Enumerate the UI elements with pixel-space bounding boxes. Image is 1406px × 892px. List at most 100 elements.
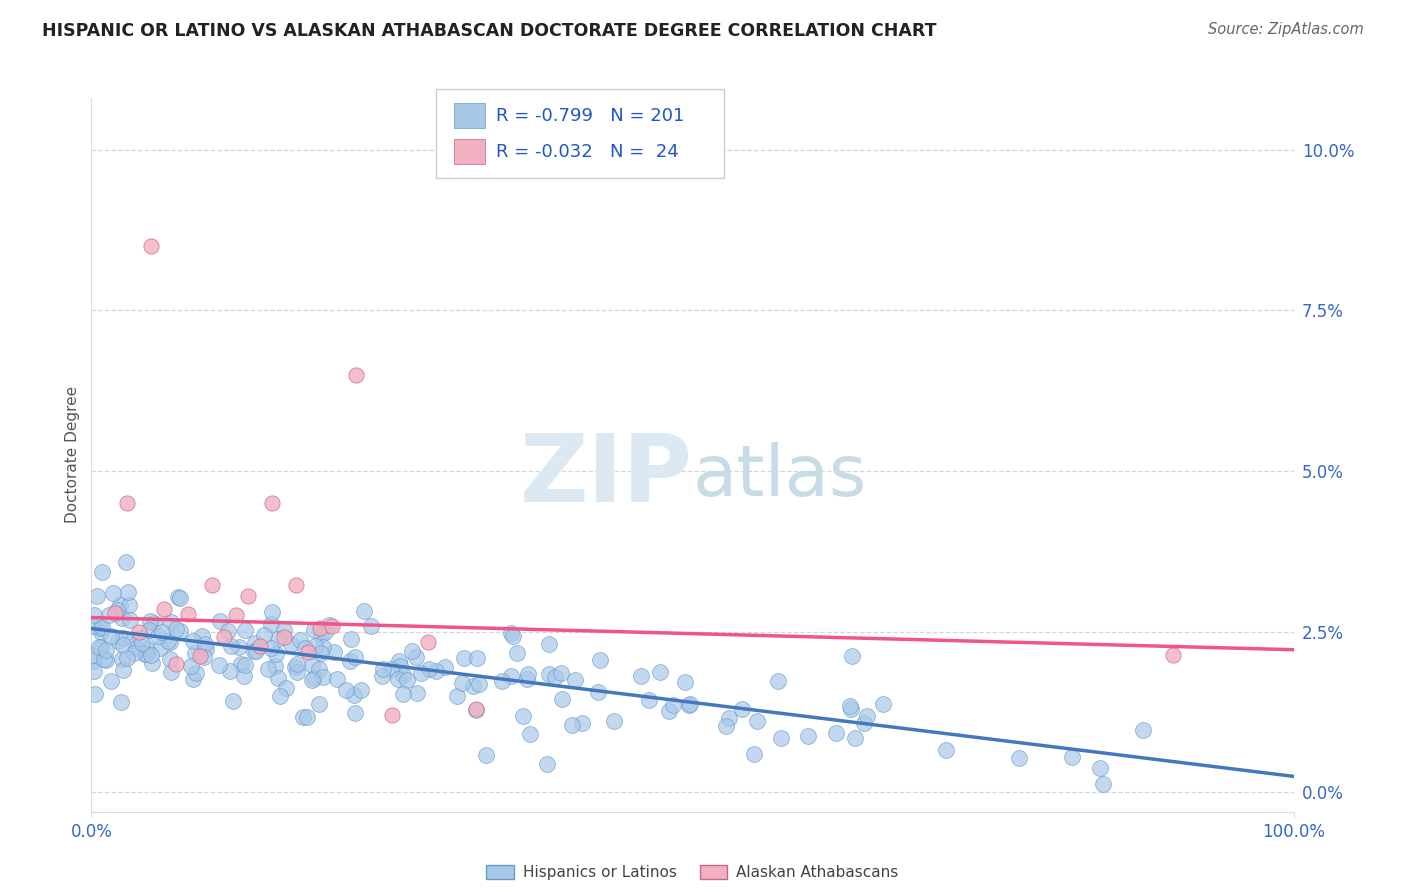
Point	[236, 589, 259, 603]
Point	[94, 642, 117, 657]
Point	[142, 615, 165, 630]
Point	[446, 689, 468, 703]
Point	[312, 640, 335, 655]
Point	[117, 584, 139, 599]
Point	[152, 602, 174, 616]
Point	[451, 676, 474, 690]
Point	[309, 646, 332, 660]
Point	[453, 650, 475, 665]
Point	[301, 673, 323, 687]
Point	[80, 619, 103, 633]
Point	[111, 631, 134, 645]
Point	[180, 659, 202, 673]
Point	[253, 628, 276, 642]
Point	[262, 605, 284, 619]
Point	[853, 716, 876, 731]
Point	[536, 756, 558, 771]
Point	[229, 657, 252, 672]
Point	[225, 607, 247, 622]
Point	[308, 662, 330, 676]
Point	[371, 662, 394, 676]
Point	[233, 657, 256, 672]
Point	[159, 665, 181, 680]
Point	[112, 663, 135, 677]
Point	[284, 578, 307, 592]
Point	[405, 649, 427, 664]
Point	[648, 665, 671, 680]
Point	[157, 633, 180, 648]
Point	[465, 702, 488, 716]
Point	[141, 648, 163, 663]
Point	[89, 621, 111, 635]
Point	[339, 654, 361, 668]
Point	[243, 636, 266, 650]
Point	[499, 625, 522, 640]
Point	[745, 714, 768, 728]
Point	[141, 656, 163, 670]
Legend: Hispanics or Latinos, Alaskan Athabascans: Hispanics or Latinos, Alaskan Athabascan…	[481, 858, 904, 886]
Point	[1007, 751, 1029, 765]
Point	[564, 673, 586, 688]
Point	[872, 697, 894, 711]
Point	[194, 642, 217, 657]
Point	[409, 665, 432, 680]
Point	[107, 634, 129, 648]
Point	[193, 650, 215, 665]
Point	[769, 731, 792, 745]
Point	[433, 660, 456, 674]
Point	[796, 729, 818, 743]
Point	[839, 701, 862, 715]
Point	[662, 698, 685, 712]
Point	[550, 666, 572, 681]
Point	[308, 621, 330, 635]
Point	[82, 648, 104, 662]
Point	[111, 652, 134, 666]
Point	[169, 591, 191, 605]
Point	[314, 625, 336, 640]
Point	[380, 662, 402, 676]
Point	[387, 673, 409, 687]
Point	[90, 625, 112, 640]
Point	[141, 239, 163, 253]
Point	[464, 703, 486, 717]
Point	[586, 685, 609, 699]
Point	[673, 675, 696, 690]
Point	[110, 695, 132, 709]
Point	[169, 624, 191, 639]
Point	[98, 607, 121, 622]
Point	[630, 669, 652, 683]
Point	[233, 668, 256, 682]
Point	[856, 709, 879, 723]
Point	[86, 589, 108, 603]
Point	[285, 657, 308, 672]
Point	[131, 636, 153, 650]
Point	[544, 670, 567, 684]
Point	[128, 624, 150, 639]
Point	[468, 676, 491, 690]
Point	[166, 590, 188, 604]
Point	[83, 608, 105, 623]
Point	[91, 620, 114, 634]
Point	[176, 607, 198, 621]
Point	[104, 606, 127, 620]
Point	[243, 643, 266, 657]
Point	[181, 634, 204, 648]
Point	[335, 683, 357, 698]
Point	[134, 647, 156, 661]
Point	[249, 639, 271, 653]
Point	[148, 629, 170, 643]
Point	[121, 632, 143, 647]
Point	[465, 650, 488, 665]
Point	[321, 618, 343, 632]
Point	[506, 647, 529, 661]
Point	[257, 662, 280, 676]
Point	[273, 623, 295, 637]
Point	[267, 671, 290, 685]
Point	[117, 496, 139, 510]
Point	[269, 690, 291, 704]
Point	[344, 706, 367, 721]
Point	[381, 708, 404, 723]
Point	[1132, 723, 1154, 738]
Point	[350, 683, 373, 698]
Point	[135, 647, 157, 661]
